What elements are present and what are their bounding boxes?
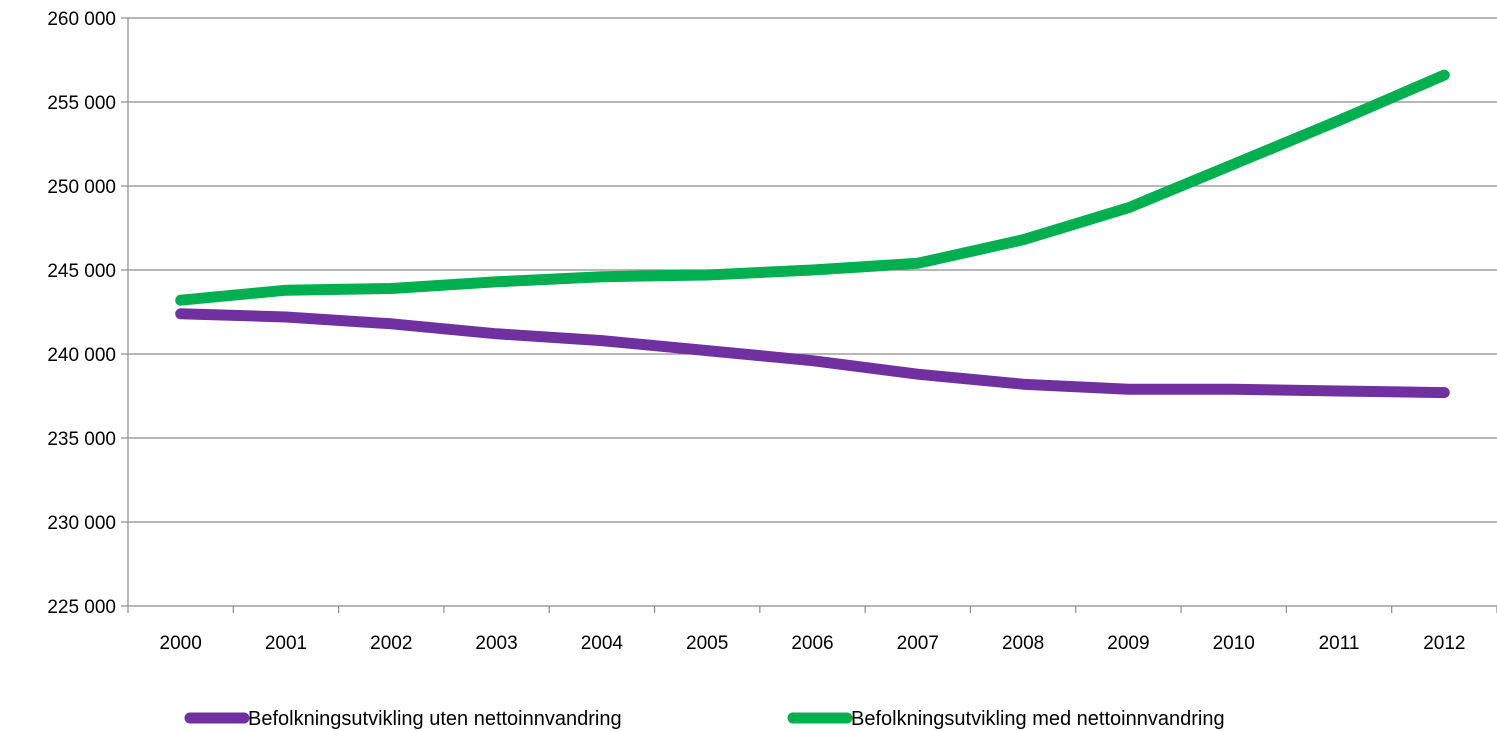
y-tick-label: 255 000 (47, 93, 116, 114)
series-lines (181, 75, 1445, 393)
y-tick-label: 260 000 (47, 9, 116, 30)
x-tick-label: 2004 (581, 633, 624, 654)
y-tick-label: 240 000 (47, 345, 116, 366)
legend-label: Befolkningsutvikling uten nettoinnvandri… (248, 708, 622, 730)
x-tick-label: 2008 (1002, 633, 1044, 654)
x-tick-label: 2010 (1213, 633, 1255, 654)
x-tick-label: 2011 (1319, 633, 1360, 654)
x-tick-label: 2003 (475, 633, 517, 654)
x-tick-label: 2007 (897, 633, 939, 654)
y-tick-label: 230 000 (47, 513, 116, 534)
x-tick-label: 2000 (160, 633, 202, 654)
series-line-2 (181, 75, 1445, 300)
x-tick-label: 2001 (265, 633, 307, 654)
y-tick-label: 245 000 (47, 261, 116, 282)
legend-label: Befolkningsutvikling med nettoinnvandrin… (851, 708, 1225, 730)
x-tick-label: 2002 (370, 633, 412, 654)
y-axis-tick-labels: 225 000 230 000 235 000 240 000 245 000 250 0… (47, 9, 116, 618)
series-line-1 (181, 314, 1445, 393)
legend: Befolkningsutvikling uten nettoinnvandri… (190, 708, 1225, 730)
x-tick-label: 2009 (1107, 633, 1149, 654)
x-tick-label: 2006 (791, 633, 833, 654)
y-tick-label: 250 000 (47, 177, 116, 198)
x-tick-label: 2005 (686, 633, 728, 654)
y-tick-label: 235 000 (47, 429, 116, 450)
y-tick-label: 225 000 (47, 597, 116, 618)
x-axis-tick-labels: 2000 2001 2002 2003 2004 2005 2006 2007 2008 2009… (160, 633, 1466, 654)
x-tick-label: 2012 (1423, 633, 1465, 654)
